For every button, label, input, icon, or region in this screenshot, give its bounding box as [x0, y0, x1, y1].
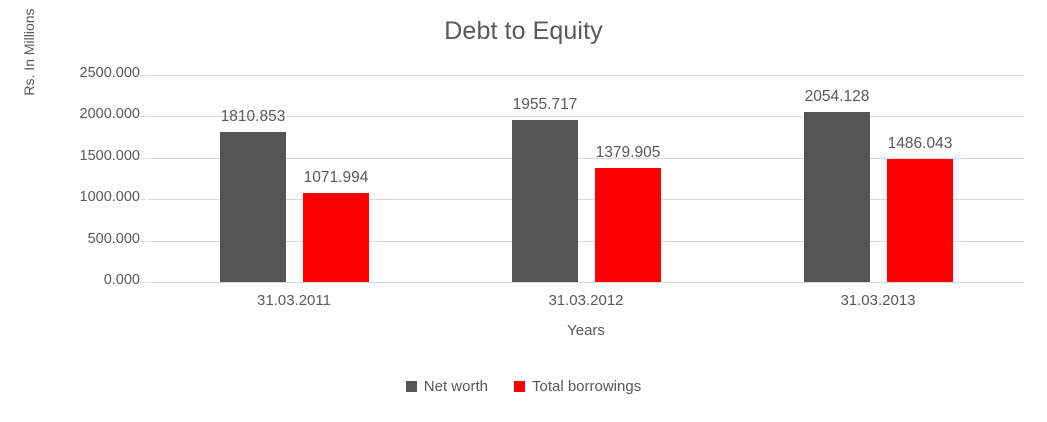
x-axis-category-label: 31.03.2012: [548, 292, 624, 309]
y-axis-tick-label: 1000.000: [79, 189, 140, 205]
gridline: [148, 241, 1024, 242]
y-axis-tick-mark: [140, 158, 146, 159]
y-axis-tick-label: 2500.000: [79, 65, 140, 81]
y-axis-tick-labels: 2500.000 2000.000 1500.000 1000.000 500.000 0…: [46, 65, 146, 288]
y-axis-tick-mark: [140, 116, 146, 117]
legend-item[interactable]: Net worth: [405, 378, 488, 395]
chart-title: Debt to Equity: [444, 17, 603, 45]
bar-value-label: 1379.905: [595, 144, 661, 161]
legend-item[interactable]: Total borrowings: [513, 378, 642, 395]
gridline: [148, 199, 1024, 200]
legend-label: Net worth: [423, 378, 488, 395]
bar[interactable]: [804, 112, 870, 282]
bar-value-label: 1955.717: [512, 96, 578, 113]
bar-value-label: 1810.853: [220, 108, 286, 125]
bar[interactable]: [303, 193, 369, 282]
gridline: [148, 282, 1024, 283]
x-axis-title: Years: [567, 322, 605, 339]
x-axis-category-label: 31.03.2013: [840, 292, 916, 309]
y-axis-title: Rs. In Millions: [21, 8, 37, 96]
legend-label: Total borrowings: [531, 378, 642, 395]
gridline: [148, 158, 1024, 159]
bar-value-label: 1071.994: [303, 169, 369, 186]
y-axis-tick-mark: [140, 199, 146, 200]
y-axis-tick-label: 500.000: [87, 231, 140, 247]
bar[interactable]: [512, 120, 578, 282]
plot-area: 1810.853 1071.994 1955.717 1379.905 2054.128…: [148, 75, 1024, 283]
bar-value-label: 1486.043: [887, 135, 953, 152]
bar[interactable]: [595, 168, 661, 282]
legend-swatch-icon: [405, 381, 417, 392]
y-axis-tick-mark: [140, 75, 146, 76]
bar[interactable]: [887, 159, 953, 282]
y-axis-tick-mark: [140, 282, 146, 283]
y-axis-tick-mark: [140, 241, 146, 242]
gridline: [148, 116, 1024, 117]
bar-value-label: 2054.128: [804, 88, 870, 105]
legend-swatch-icon: [513, 381, 525, 392]
y-axis-tick-label: 1500.000: [79, 148, 140, 164]
y-axis-tick-label: 0.000: [103, 272, 140, 288]
bar[interactable]: [220, 132, 286, 282]
y-axis-tick-label: 2000.000: [79, 106, 140, 122]
x-axis-category-label: 31.03.2011: [257, 292, 331, 309]
gridline: [148, 75, 1024, 76]
chart-legend: Net worth Total borrowings: [0, 378, 1047, 395]
